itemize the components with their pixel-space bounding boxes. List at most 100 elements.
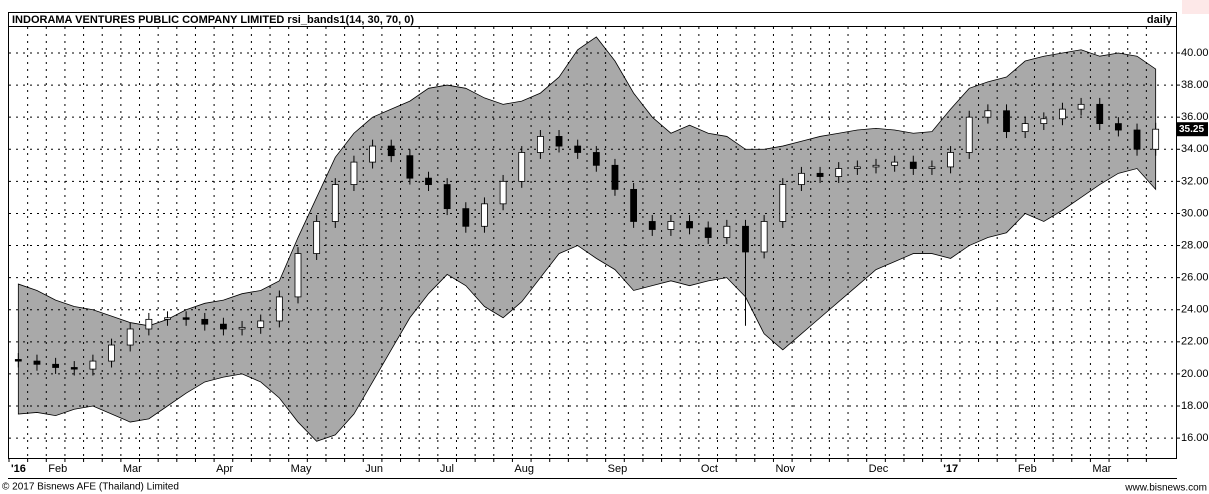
candle-body [1021,123,1029,133]
candle-body [1114,123,1122,131]
candle-body [928,166,936,169]
candle-body [536,136,544,153]
y-tick-label: 28.00 [1181,239,1209,251]
candle-body [33,360,41,365]
y-tick-label: 18.00 [1181,400,1209,412]
candle-body [835,168,843,177]
x-tick-label: Jul [440,463,454,475]
candle-body [164,317,171,320]
x-tick-label: Apr [216,463,233,475]
candle-body [70,367,78,370]
candle-body [313,221,321,254]
candle-body [872,164,880,168]
candle-body [965,116,973,153]
candle-body [574,145,582,153]
candle-body [350,161,358,185]
candle-body [704,227,712,238]
candle-body [518,152,526,182]
candle-body [89,360,97,370]
y-tick-label: 32.00 [1181,175,1209,187]
chart-title: INDORAMA VENTURES PUBLIC COMPANY LIMITED… [12,14,414,26]
x-tick-label: Jun [365,463,383,475]
x-tick-label: Feb [48,463,67,475]
candle-body [1133,129,1141,150]
candle-body [760,221,768,253]
candle-body [891,161,899,166]
candle-body [126,328,134,346]
candle-body [1077,103,1085,110]
y-tick-label: 24.00 [1181,304,1209,316]
x-tick-label: Mar [1092,463,1111,475]
footer-right: www.bisnews.com [1124,483,1207,494]
x-tick-label: Dec [869,463,889,475]
candle-body [1096,103,1104,124]
candle-body [686,221,693,229]
y-tick-label: 30.00 [1181,207,1209,219]
x-tick-label: Aug [514,463,534,475]
x-tick-label: Sep [608,463,628,475]
candle-body [406,155,414,179]
candle-body [275,296,283,322]
x-tick-label: Oct [701,463,718,475]
candle-body [779,184,787,222]
candle-body [481,203,488,227]
corner [1182,0,1209,14]
candle-body [257,320,265,328]
candle-body [443,184,451,210]
y-tick-label: 16.00 [1181,432,1209,444]
candle-body [387,145,395,157]
y-tick-label: 26.00 [1181,272,1209,284]
candle-body [984,110,992,118]
candle-body [592,152,600,166]
y-tick-label: 38.00 [1181,79,1209,91]
candle-body [220,323,227,330]
candle-body [798,172,805,185]
candle-body [630,188,638,222]
x-tick-label: Nov [775,463,795,475]
footer-left: © 2017 Bisnews AFE (Thailand) Limited [2,482,179,493]
candle-body [462,208,470,227]
y-tick-label: 34.00 [1181,143,1209,155]
candle-body [294,253,302,298]
candle-body [108,344,115,362]
candle-body [723,225,731,238]
candle-body [853,166,861,169]
y-tick-label: 20.00 [1181,368,1209,380]
x-tick-label: Mar [123,463,142,475]
candle-body [1059,108,1066,120]
rsi-band [17,36,1157,442]
candle-body [1152,128,1160,150]
candle-body [816,172,824,177]
candle-body [611,164,619,190]
x-tick-label: '16 [11,463,26,475]
candle-body [742,225,749,253]
candle-body [909,161,917,169]
candle-body [182,317,190,320]
period-label: daily [1147,14,1173,26]
candle-body [425,177,432,185]
candle-body [555,136,563,147]
candle-body [1040,118,1048,124]
candle-body [145,318,153,330]
x-tick-label: Feb [1018,463,1037,475]
y-tick-label: 22.00 [1181,336,1209,348]
last-price-label: 35.25 [1179,124,1204,135]
candle-body [499,180,507,205]
candle-body [331,184,339,222]
x-tick-label: May [291,463,312,475]
candle-body [667,221,675,230]
x-tick-label: '17 [943,463,958,475]
candle-body [369,145,376,163]
candle-body [14,359,22,362]
candle-body [201,318,209,325]
candle-body [238,326,246,330]
candle-body [1003,110,1010,133]
candle-body [648,221,656,230]
y-tick-label: 36.00 [1181,111,1209,123]
candle-body [947,152,954,168]
last-price-box [1177,122,1208,137]
y-tick-label: 40.00 [1181,47,1209,59]
plot-frame [8,26,1177,459]
candle-body [52,363,60,368]
